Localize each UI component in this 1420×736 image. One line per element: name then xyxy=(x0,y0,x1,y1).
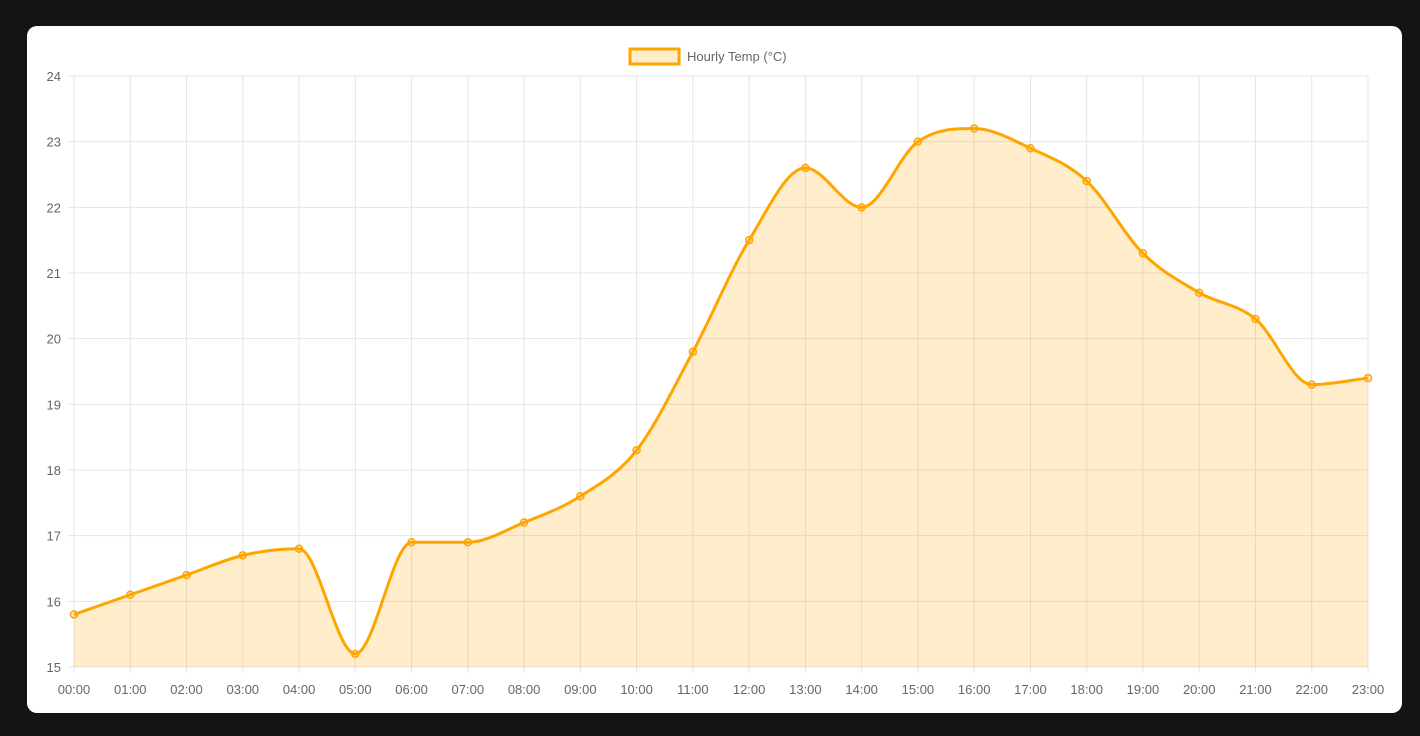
x-tick-label: 05:00 xyxy=(339,682,372,697)
y-tick-label: 16 xyxy=(47,594,61,609)
x-tick-label: 06:00 xyxy=(395,682,428,697)
x-tick-label: 21:00 xyxy=(1239,682,1272,697)
legend-label[interactable]: Hourly Temp (°C) xyxy=(687,49,787,64)
data-point[interactable] xyxy=(577,493,584,500)
legend-swatch[interactable] xyxy=(630,49,679,64)
x-tick-label: 18:00 xyxy=(1070,682,1103,697)
area-fill xyxy=(74,129,1368,667)
x-tick-label: 14:00 xyxy=(845,682,878,697)
data-point[interactable] xyxy=(633,447,640,454)
legend[interactable]: Hourly Temp (°C) xyxy=(630,49,787,64)
x-axis-tick-labels: 00:00 01:00 02:00 03:00 04:00 05:00 06:00 07:00… xyxy=(58,682,1385,697)
y-tick-label: 20 xyxy=(47,332,61,347)
x-tick-label: 08:00 xyxy=(508,682,541,697)
x-tick-label: 10:00 xyxy=(620,682,653,697)
y-tick-label: 19 xyxy=(47,397,61,412)
x-tick-label: 19:00 xyxy=(1127,682,1160,697)
data-point[interactable] xyxy=(127,591,134,598)
data-point[interactable] xyxy=(464,539,471,546)
temperature-chart: 15 16 17 18 19 20 21 22 23 24 00:00 01:00 02:00 03:0… xyxy=(27,26,1402,713)
x-tick-label: 20:00 xyxy=(1183,682,1216,697)
data-point[interactable] xyxy=(971,125,978,132)
y-axis-tick-labels: 15 16 17 18 19 20 21 22 23 24 xyxy=(47,69,61,675)
data-point[interactable] xyxy=(858,204,865,211)
data-point[interactable] xyxy=(71,611,78,618)
data-point[interactable] xyxy=(1252,315,1259,322)
x-tick-label: 22:00 xyxy=(1295,682,1328,697)
data-point[interactable] xyxy=(408,539,415,546)
data-point[interactable] xyxy=(1196,289,1203,296)
data-point[interactable] xyxy=(1139,250,1146,257)
x-tick-label: 03:00 xyxy=(227,682,260,697)
data-point[interactable] xyxy=(1308,381,1315,388)
x-tick-label: 12:00 xyxy=(733,682,766,697)
y-tick-label: 24 xyxy=(47,69,61,84)
x-tick-label: 04:00 xyxy=(283,682,316,697)
x-tick-label: 07:00 xyxy=(452,682,485,697)
data-point[interactable] xyxy=(352,650,359,657)
data-point[interactable] xyxy=(1365,375,1372,382)
y-tick-label: 15 xyxy=(47,660,61,675)
x-tick-label: 02:00 xyxy=(170,682,203,697)
chart-card: 15 16 17 18 19 20 21 22 23 24 00:00 01:00 02:00 03:0… xyxy=(27,26,1402,713)
data-point[interactable] xyxy=(746,237,753,244)
y-tick-label: 17 xyxy=(47,529,61,544)
data-point[interactable] xyxy=(296,545,303,552)
x-tick-label: 11:00 xyxy=(677,682,709,697)
data-point[interactable] xyxy=(802,164,809,171)
data-point[interactable] xyxy=(521,519,528,526)
x-tick-label: 16:00 xyxy=(958,682,991,697)
y-tick-label: 22 xyxy=(47,200,61,215)
x-tick-label: 01:00 xyxy=(114,682,147,697)
y-tick-label: 23 xyxy=(47,135,61,150)
data-point[interactable] xyxy=(689,348,696,355)
x-tick-label: 09:00 xyxy=(564,682,597,697)
x-tick-label: 17:00 xyxy=(1014,682,1047,697)
x-tick-label: 13:00 xyxy=(789,682,822,697)
data-point[interactable] xyxy=(1083,178,1090,185)
data-point[interactable] xyxy=(183,572,190,579)
data-point[interactable] xyxy=(239,552,246,559)
x-tick-label: 00:00 xyxy=(58,682,91,697)
data-point[interactable] xyxy=(1027,145,1034,152)
y-tick-label: 18 xyxy=(47,463,61,478)
y-tick-label: 21 xyxy=(47,266,61,281)
data-point[interactable] xyxy=(914,138,921,145)
x-tick-label: 15:00 xyxy=(902,682,935,697)
x-tick-label: 23:00 xyxy=(1352,682,1385,697)
